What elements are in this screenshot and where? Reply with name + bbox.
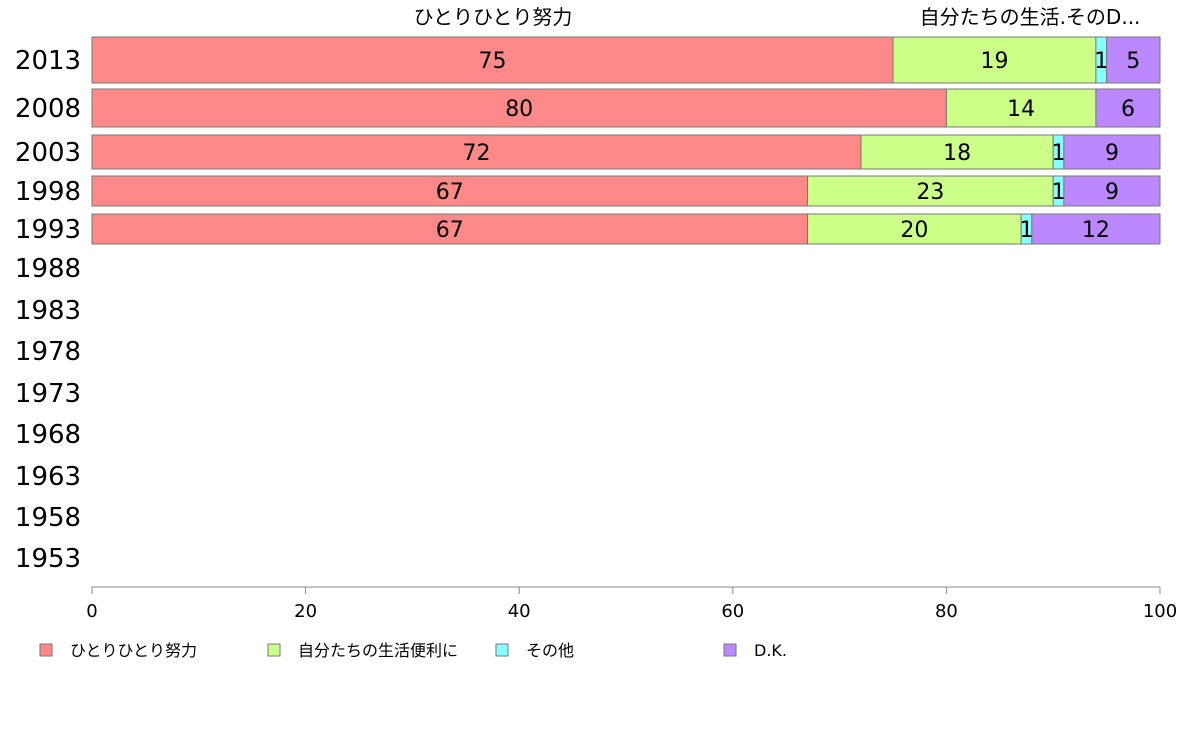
- legend-swatch: [267, 643, 281, 657]
- year-label: 1998: [15, 177, 81, 207]
- bar-segment: [91, 175, 809, 207]
- data-label: 19: [980, 49, 1008, 74]
- bar-segment: [91, 88, 947, 128]
- bar-segment: [1095, 88, 1161, 128]
- bar-segment: [91, 213, 809, 245]
- bar-segment: [807, 213, 1022, 245]
- data-label: 20: [900, 218, 928, 243]
- data-label: 1: [1052, 180, 1066, 205]
- x-tick-label: 40: [508, 601, 531, 622]
- bar-segment: [91, 134, 862, 170]
- data-label: 6: [1121, 97, 1135, 122]
- year-label: 1978: [15, 337, 81, 367]
- data-label: 67: [436, 218, 464, 243]
- year-label: 1993: [15, 215, 81, 245]
- year-label: 1968: [15, 420, 81, 450]
- year-label: 1973: [15, 379, 81, 409]
- bar-segment: [1063, 175, 1161, 207]
- bar-segment: [807, 175, 1054, 207]
- data-label: 9: [1105, 141, 1119, 166]
- bar-segment: [945, 88, 1097, 128]
- data-label: 5: [1126, 49, 1140, 74]
- data-label: 72: [462, 141, 490, 166]
- data-label: 9: [1105, 180, 1119, 205]
- data-label: 67: [436, 180, 464, 205]
- x-tick-label: 0: [86, 601, 97, 622]
- legend-entry: その他: [526, 641, 574, 660]
- bar-segment: [1031, 213, 1161, 245]
- bar-segment: [1106, 36, 1161, 84]
- legend-swatch: [723, 643, 737, 657]
- data-label: 1: [1052, 141, 1066, 166]
- data-label: 23: [916, 180, 944, 205]
- data-label: 14: [1007, 97, 1035, 122]
- legend-entry: 自分たちの生活便利に: [298, 641, 458, 660]
- legend-entry: D.K.: [754, 641, 787, 660]
- year-label: 1958: [15, 503, 81, 533]
- bar-segment: [91, 36, 894, 84]
- column-header: ひとりひとり努力: [414, 5, 573, 29]
- year-label: 2008: [15, 94, 81, 124]
- bar-segment: [892, 36, 1097, 84]
- year-label: 2003: [15, 138, 81, 168]
- year-label: 1988: [15, 254, 81, 284]
- bar-segment: [1063, 134, 1161, 170]
- data-label: 18: [943, 141, 971, 166]
- bar-segment: [860, 134, 1054, 170]
- year-label: 1953: [15, 544, 81, 574]
- column-header: 自分たちの生活.そのD...: [920, 5, 1141, 29]
- legend-swatch: [39, 643, 53, 657]
- x-tick-label: 80: [935, 601, 958, 622]
- data-label: 12: [1082, 218, 1110, 243]
- data-label: 75: [479, 49, 507, 74]
- x-tick-label: 60: [721, 601, 744, 622]
- legend-swatch: [495, 643, 509, 657]
- year-label: 1963: [15, 462, 81, 492]
- x-tick-label: 20: [294, 601, 317, 622]
- year-label: 2013: [15, 46, 81, 76]
- data-label: 80: [505, 97, 533, 122]
- data-label: 1: [1020, 218, 1034, 243]
- year-label: 1983: [15, 296, 81, 326]
- data-label: 1: [1094, 49, 1108, 74]
- x-tick-label: 100: [1143, 601, 1177, 622]
- legend-entry: ひとりひとり努力: [70, 641, 197, 660]
